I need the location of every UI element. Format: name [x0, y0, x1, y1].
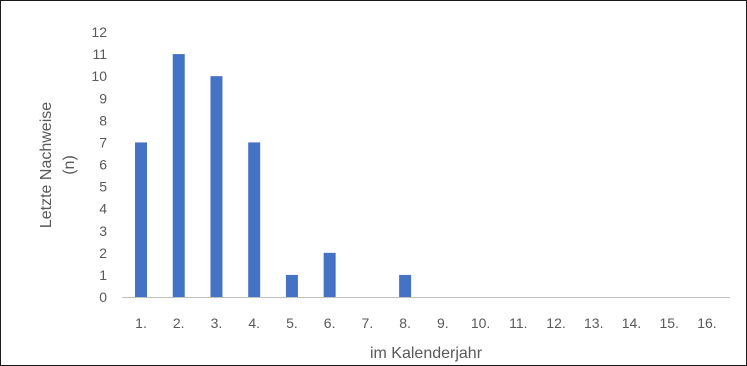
bar — [248, 142, 261, 297]
x-tick-label: 11. — [509, 315, 527, 331]
x-tick-label: 14. — [622, 315, 641, 331]
bar — [323, 252, 336, 297]
x-tick-label: 7. — [362, 315, 374, 331]
y-tick-label: 5 — [99, 179, 107, 195]
y-tick-label: 4 — [99, 201, 107, 217]
y-tick-label: 11 — [92, 46, 107, 62]
x-tick-label: 4. — [248, 315, 260, 331]
bar — [172, 54, 185, 298]
bar — [399, 274, 412, 297]
x-tick-label: 1. — [135, 315, 147, 331]
y-axis-title: Letzte Nachweise (n) — [38, 102, 78, 228]
y-tick-label: 8 — [99, 112, 107, 128]
y-axis-title-line-1: Letzte Nachweise — [38, 102, 55, 228]
x-tick-label: 15. — [659, 315, 678, 331]
y-tick-label: 1 — [99, 267, 107, 283]
bars — [135, 54, 412, 298]
x-tick-label: 13. — [584, 315, 603, 331]
x-tick-label: 3. — [211, 315, 223, 331]
x-tick-label: 12. — [546, 315, 565, 331]
x-tick-label: 2. — [173, 315, 185, 331]
bar — [285, 274, 298, 297]
x-tick-label: 16. — [697, 315, 716, 331]
x-tick-label: 8. — [399, 315, 411, 331]
bar — [210, 76, 223, 298]
y-tick-label: 9 — [99, 90, 107, 106]
y-tick-label: 0 — [99, 289, 107, 305]
x-axis-title: im Kalenderjahr — [370, 345, 483, 362]
x-axis-ticks: 1. 2. 3. 4. 5. 6. 7. 8. 9. 10. 11. 12. 13. 14. 15. 16. — [135, 315, 717, 331]
x-tick-label: 9. — [437, 315, 449, 331]
x-tick-label: 6. — [324, 315, 336, 331]
y-tick-label: 10 — [91, 68, 107, 84]
y-axis-title-line-2: (n) — [61, 155, 78, 175]
y-tick-label: 12 — [91, 24, 107, 40]
x-tick-label: 10. — [471, 315, 490, 331]
y-tick-label: 6 — [99, 157, 107, 173]
y-tick-label: 7 — [99, 134, 107, 150]
bar — [135, 142, 147, 297]
x-tick-label: 5. — [286, 315, 298, 331]
y-tick-label: 3 — [99, 223, 107, 239]
y-tick-label: 2 — [99, 245, 107, 261]
